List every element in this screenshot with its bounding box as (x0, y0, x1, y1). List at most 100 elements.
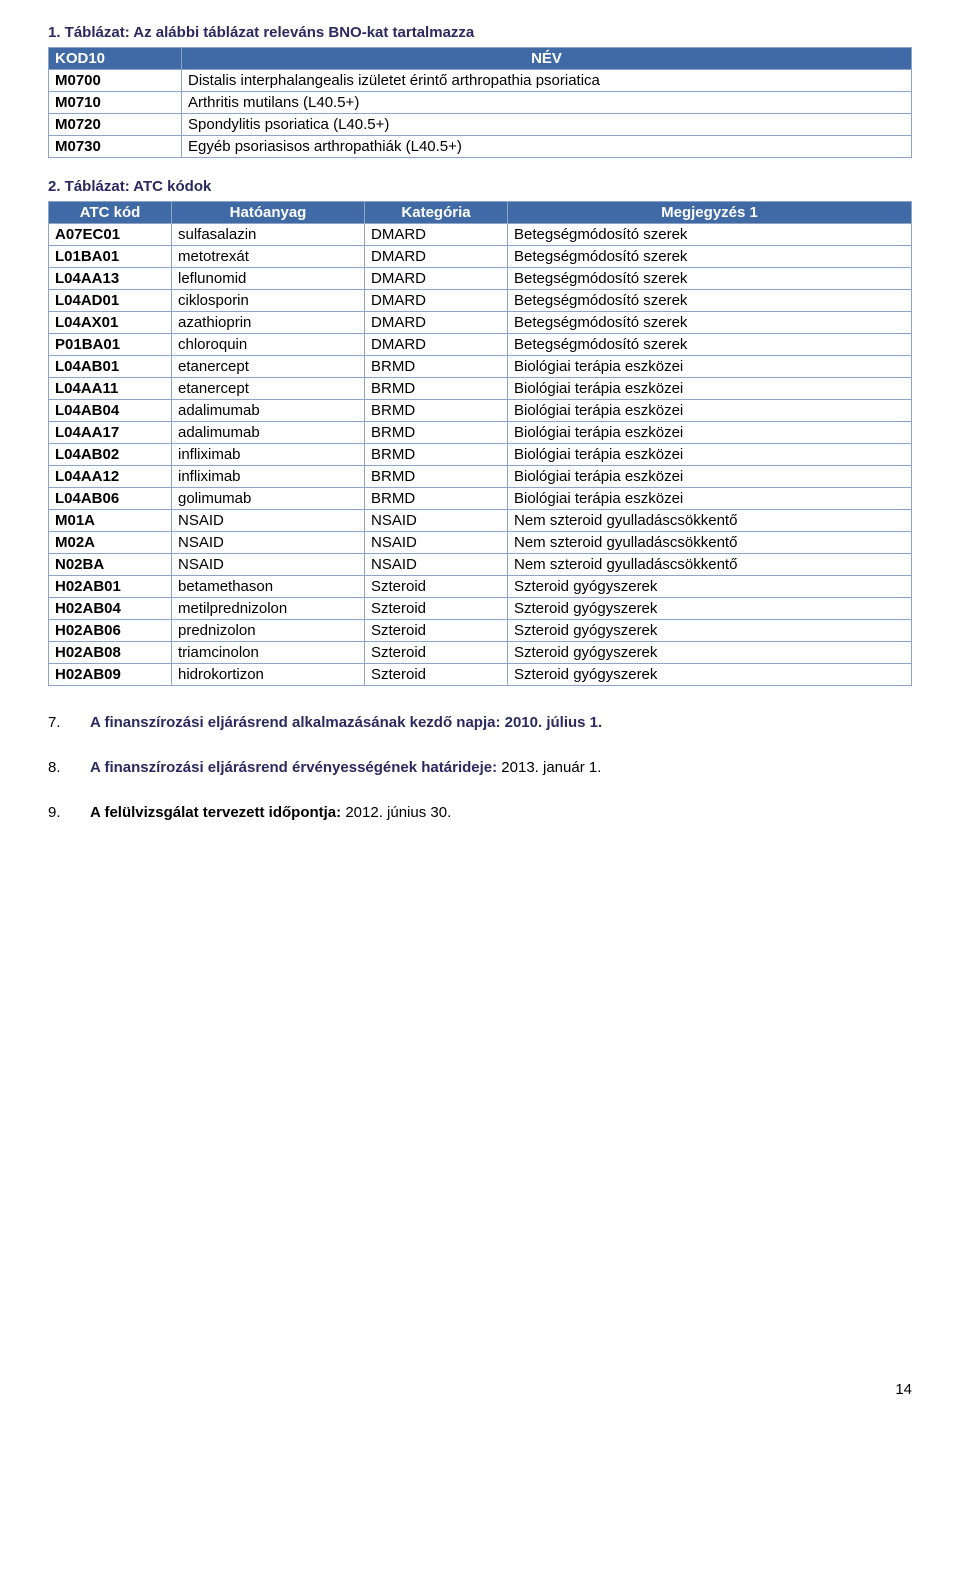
table2-row: L04AD01ciklosporinDMARDBetegségmódosító … (49, 290, 912, 312)
table2-row: L04AB01etanerceptBRMDBiológiai terápia e… (49, 356, 912, 378)
table2-cell-hatoanyag: NSAID (172, 510, 365, 532)
table2-cell-hatoanyag: etanercept (172, 378, 365, 400)
table2-cell-atc: H02AB06 (49, 620, 172, 642)
table1-row: M0730Egyéb psoriasisos arthropathiák (L4… (49, 136, 912, 158)
table2-cell-atc: L04AB02 (49, 444, 172, 466)
table2-cell-megjegyzes: Biológiai terápia eszközei (508, 444, 912, 466)
table2-cell-kategoria: Szteroid (365, 664, 508, 686)
table2-cell-hatoanyag: etanercept (172, 356, 365, 378)
section-7: 7. A finanszírozási eljárásrend alkalmaz… (48, 714, 912, 731)
table2-cell-megjegyzes: Biológiai terápia eszközei (508, 466, 912, 488)
table2-cell-atc: L04AA11 (49, 378, 172, 400)
section-9-num: 9. (48, 804, 90, 821)
table2-cell-hatoanyag: adalimumab (172, 400, 365, 422)
section-9-rest: 2012. június 30. (341, 804, 451, 821)
table2-cell-atc: H02AB08 (49, 642, 172, 664)
table2-cell-hatoanyag: infliximab (172, 444, 365, 466)
table2-cell-megjegyzes: Betegségmódosító szerek (508, 312, 912, 334)
table2-cell-kategoria: BRMD (365, 356, 508, 378)
table1-cell-nev: Spondylitis psoriatica (L40.5+) (182, 114, 912, 136)
table2-cell-hatoanyag: sulfasalazin (172, 224, 365, 246)
table2-cell-hatoanyag: NSAID (172, 554, 365, 576)
table2-cell-kategoria: DMARD (365, 268, 508, 290)
table2-cell-kategoria: BRMD (365, 466, 508, 488)
table2-row: L04AA13leflunomidDMARDBetegségmódosító s… (49, 268, 912, 290)
table1-cell-nev: Egyéb psoriasisos arthropathiák (L40.5+) (182, 136, 912, 158)
table2-cell-megjegyzes: Betegségmódosító szerek (508, 334, 912, 356)
table2-row: M02ANSAIDNSAIDNem szteroid gyulladáscsök… (49, 532, 912, 554)
section-8-num: 8. (48, 759, 90, 776)
table1-header-row: KOD10 NÉV (49, 48, 912, 70)
page-number: 14 (48, 1381, 912, 1398)
table2-cell-kategoria: BRMD (365, 488, 508, 510)
table2-cell-kategoria: NSAID (365, 554, 508, 576)
table1-header-nev: NÉV (182, 48, 912, 70)
table2-row: L04AB06golimumabBRMDBiológiai terápia es… (49, 488, 912, 510)
table2-cell-atc: M01A (49, 510, 172, 532)
table2-cell-hatoanyag: prednizolon (172, 620, 365, 642)
table2-row: L04AA17adalimumabBRMDBiológiai terápia e… (49, 422, 912, 444)
table2-cell-atc: L04AB01 (49, 356, 172, 378)
table2-cell-megjegyzes: Szteroid gyógyszerek (508, 576, 912, 598)
table2-cell-megjegyzes: Biológiai terápia eszközei (508, 488, 912, 510)
table2-cell-megjegyzes: Betegségmódosító szerek (508, 290, 912, 312)
table2-cell-hatoanyag: betamethason (172, 576, 365, 598)
table2-row: L04AA12infliximabBRMDBiológiai terápia e… (49, 466, 912, 488)
table2-cell-atc: P01BA01 (49, 334, 172, 356)
table2-row: L04AA11etanerceptBRMDBiológiai terápia e… (49, 378, 912, 400)
table2-cell-kategoria: DMARD (365, 312, 508, 334)
table1: KOD10 NÉV M0700Distalis interphalangeali… (48, 47, 912, 158)
table2-cell-megjegyzes: Szteroid gyógyszerek (508, 620, 912, 642)
table2-cell-atc: H02AB01 (49, 576, 172, 598)
section-7-text: A finanszírozási eljárásrend alkalmazásá… (90, 714, 602, 731)
table2-cell-hatoanyag: hidrokortizon (172, 664, 365, 686)
table2: ATC kód Hatóanyag Kategória Megjegyzés 1… (48, 201, 912, 686)
table2-cell-atc: L04AX01 (49, 312, 172, 334)
table2-header-megjegyzes: Megjegyzés 1 (508, 202, 912, 224)
section-8-bold: A finanszírozási eljárásrend érvényesség… (90, 759, 497, 776)
table2-cell-hatoanyag: azathioprin (172, 312, 365, 334)
section-7-num: 7. (48, 714, 90, 731)
table2-row: H02AB09hidrokortizonSzteroidSzteroid gyó… (49, 664, 912, 686)
table2-cell-megjegyzes: Nem szteroid gyulladáscsökkentő (508, 510, 912, 532)
table2-cell-atc: L01BA01 (49, 246, 172, 268)
table2-row: H02AB04metilprednizolonSzteroidSzteroid … (49, 598, 912, 620)
table1-cell-kod: M0730 (49, 136, 182, 158)
table2-cell-atc: M02A (49, 532, 172, 554)
section-8: 8. A finanszírozási eljárásrend érvényes… (48, 759, 912, 776)
table2-cell-kategoria: DMARD (365, 334, 508, 356)
section-8-rest: 2013. január 1. (497, 759, 601, 776)
table2-row: A07EC01sulfasalazinDMARDBetegségmódosító… (49, 224, 912, 246)
table2-cell-kategoria: BRMD (365, 400, 508, 422)
table1-title: 1. Táblázat: Az alábbi táblázat releváns… (48, 24, 912, 41)
table1-cell-nev: Arthritis mutilans (L40.5+) (182, 92, 912, 114)
table2-row: N02BANSAIDNSAIDNem szteroid gyulladáscsö… (49, 554, 912, 576)
table2-cell-hatoanyag: ciklosporin (172, 290, 365, 312)
table2-cell-kategoria: BRMD (365, 444, 508, 466)
table2-cell-kategoria: BRMD (365, 378, 508, 400)
table2-cell-hatoanyag: metotrexát (172, 246, 365, 268)
table2-row: H02AB08triamcinolonSzteroidSzteroid gyóg… (49, 642, 912, 664)
table2-cell-kategoria: DMARD (365, 290, 508, 312)
table2-cell-hatoanyag: infliximab (172, 466, 365, 488)
table2-cell-hatoanyag: golimumab (172, 488, 365, 510)
table2-cell-megjegyzes: Szteroid gyógyszerek (508, 664, 912, 686)
table2-cell-megjegyzes: Biológiai terápia eszközei (508, 422, 912, 444)
table1-cell-kod: M0720 (49, 114, 182, 136)
table1-cell-nev: Distalis interphalangealis izületet érin… (182, 70, 912, 92)
table2-header-kategoria: Kategória (365, 202, 508, 224)
table2-row: L04AX01azathioprinDMARDBetegségmódosító … (49, 312, 912, 334)
table2-header-atc: ATC kód (49, 202, 172, 224)
table2-cell-megjegyzes: Betegségmódosító szerek (508, 246, 912, 268)
table2-cell-megjegyzes: Biológiai terápia eszközei (508, 378, 912, 400)
table2-cell-atc: L04AB06 (49, 488, 172, 510)
table2-cell-kategoria: Szteroid (365, 598, 508, 620)
table2-cell-megjegyzes: Betegségmódosító szerek (508, 268, 912, 290)
table1-row: M0710Arthritis mutilans (L40.5+) (49, 92, 912, 114)
table2-cell-kategoria: DMARD (365, 224, 508, 246)
table2-cell-atc: L04AA12 (49, 466, 172, 488)
table2-row: L04AB04adalimumabBRMDBiológiai terápia e… (49, 400, 912, 422)
table2-cell-kategoria: Szteroid (365, 642, 508, 664)
table2-cell-megjegyzes: Betegségmódosító szerek (508, 224, 912, 246)
table1-cell-kod: M0710 (49, 92, 182, 114)
